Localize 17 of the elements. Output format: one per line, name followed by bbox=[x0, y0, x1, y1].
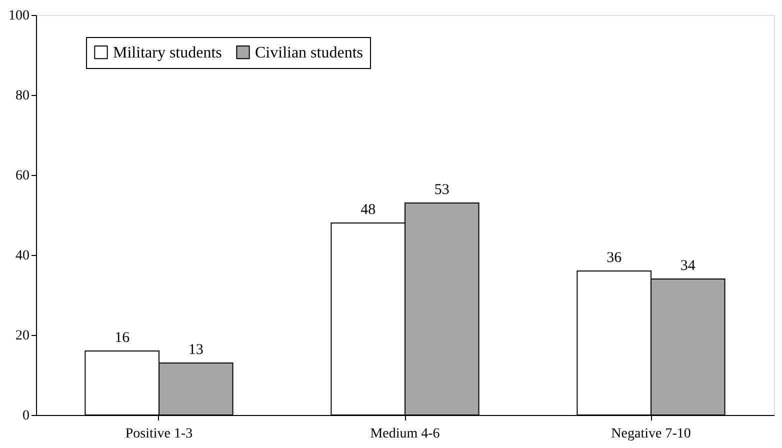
x-tick-label: Positive 1-3 bbox=[125, 426, 193, 442]
x-tick-label: Negative 7-10 bbox=[611, 426, 691, 442]
y-tick-label: 100 bbox=[8, 8, 30, 24]
data-label: 53 bbox=[434, 182, 450, 198]
x-tick-label: Medium 4-6 bbox=[370, 426, 440, 442]
data-label: 36 bbox=[606, 250, 622, 266]
data-label: 13 bbox=[188, 342, 204, 358]
y-tick-label: 40 bbox=[16, 248, 30, 264]
data-label: 34 bbox=[680, 258, 696, 274]
data-label: 48 bbox=[360, 202, 376, 218]
data-label: 16 bbox=[114, 330, 130, 346]
y-tick-label: 80 bbox=[16, 88, 30, 104]
y-tick-label: 20 bbox=[16, 328, 30, 344]
y-tick-label: 60 bbox=[16, 168, 30, 184]
legend-label: Civilian students bbox=[255, 44, 363, 62]
legend-label: Military students bbox=[113, 44, 222, 62]
y-tick-label: 0 bbox=[22, 408, 30, 424]
